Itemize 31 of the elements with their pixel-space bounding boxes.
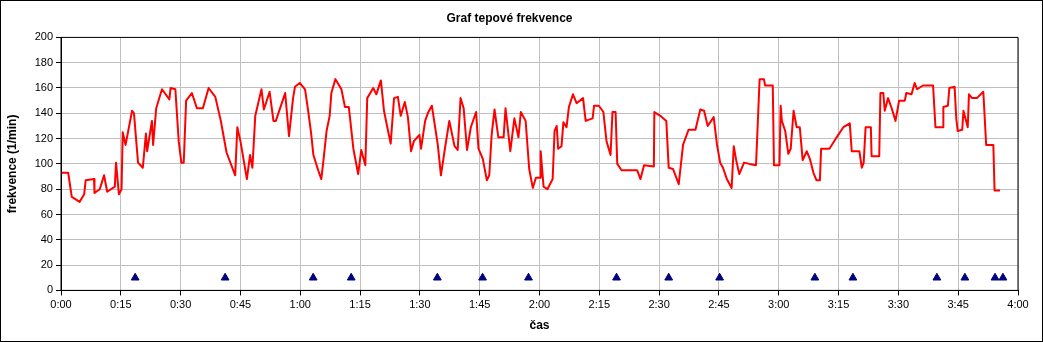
y-tick-label: 140 [34,106,53,119]
x-tick-label: 4:00 [1007,298,1029,311]
x-tick-label: 0:15 [110,298,132,311]
x-tick-label: 2:15 [588,298,611,311]
chart-title: Graf tepové frekvence [446,10,573,25]
x-tick-label: 1:15 [349,298,371,311]
y-axis-title: frekvence (1/min) [4,114,19,214]
x-tick-label: 1:30 [409,298,431,311]
x-tick-label: 3:30 [887,298,910,311]
x-tick-label: 0:30 [169,298,192,311]
x-tick-label: 2:45 [708,298,730,311]
x-tick-label: 1:45 [468,298,491,311]
y-tick-label: 0 [46,283,53,296]
x-tick-label: 3:45 [947,298,969,311]
y-tick-label: 60 [40,207,53,220]
y-tick-label: 20 [40,258,53,271]
x-tick-label: 3:00 [768,298,790,311]
y-tick-label: 160 [34,81,53,94]
x-tick-label: 3:15 [827,298,850,311]
x-tick-label: 2:00 [528,298,551,311]
y-tick-label: 100 [34,156,53,169]
y-tick-label: 120 [34,131,53,144]
x-tick-label: 2:30 [648,298,670,311]
x-axis-title: čas [529,318,550,333]
y-tick-label: 40 [40,232,53,245]
y-tick-label: 80 [40,182,53,195]
x-tick-label: 0:45 [229,298,252,311]
x-tick-label: 0:00 [50,298,72,311]
x-tick-label: 1:00 [289,298,311,311]
y-tick-label: 180 [34,55,53,68]
y-tick-label: 200 [34,30,53,43]
